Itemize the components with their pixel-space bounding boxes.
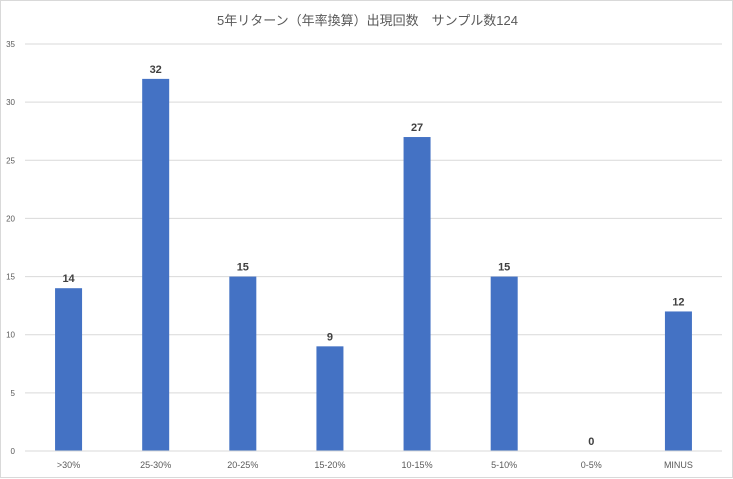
y-tick-label: 10 bbox=[6, 331, 15, 340]
x-tick-label: 10-15% bbox=[402, 460, 433, 470]
y-tick-label: 5 bbox=[11, 389, 16, 398]
y-tick-label: 30 bbox=[6, 98, 15, 107]
data-label: 15 bbox=[237, 262, 249, 274]
x-tick-label: 25-30% bbox=[140, 460, 171, 470]
x-tick-label: MINUS bbox=[664, 460, 693, 470]
y-tick-label: 35 bbox=[6, 40, 15, 49]
data-label: 15 bbox=[498, 262, 510, 274]
bar bbox=[142, 78, 170, 451]
y-tick-label: 15 bbox=[6, 273, 15, 282]
y-tick-label: 25 bbox=[6, 156, 15, 165]
x-tick-label: 20-25% bbox=[227, 460, 258, 470]
bar bbox=[664, 311, 692, 451]
data-label: 9 bbox=[327, 331, 333, 343]
bar bbox=[403, 137, 431, 451]
bar bbox=[490, 276, 518, 451]
data-label: 14 bbox=[62, 273, 75, 285]
bar bbox=[316, 346, 344, 451]
x-tick-label: 0-5% bbox=[581, 460, 602, 470]
data-label: 32 bbox=[150, 64, 162, 76]
data-label: 27 bbox=[411, 122, 423, 134]
chart-title: 5年リターン（年率換算）出現回数 サンプル数124 bbox=[217, 13, 518, 28]
x-tick-label: 5-10% bbox=[491, 460, 517, 470]
y-tick-label: 20 bbox=[6, 214, 15, 223]
x-tick-label: >30% bbox=[57, 460, 80, 470]
bar bbox=[55, 288, 83, 451]
data-label: 12 bbox=[672, 296, 684, 308]
bar bbox=[229, 276, 257, 451]
data-label: 0 bbox=[588, 436, 594, 448]
x-tick-label: 15-20% bbox=[314, 460, 345, 470]
y-tick-label: 0 bbox=[11, 447, 16, 456]
